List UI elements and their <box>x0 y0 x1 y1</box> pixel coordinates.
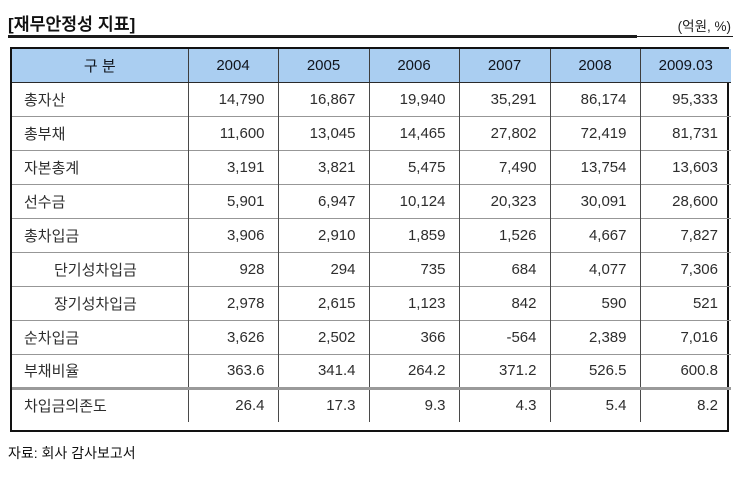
cell-value: 4,667 <box>549 217 640 252</box>
cell-value: 17.3 <box>277 386 369 422</box>
cell-value: 8.2 <box>639 386 731 422</box>
cell-value: 600.8 <box>639 353 731 388</box>
row-label: 장기성차입금 <box>12 285 188 320</box>
cell-value: 72,419 <box>549 115 640 150</box>
cell-value: 13,603 <box>639 149 731 184</box>
cell-value: 27,802 <box>458 115 550 150</box>
cell-value: 28,600 <box>639 183 731 218</box>
cell-value: 3,626 <box>187 319 278 354</box>
cell-value: 13,754 <box>549 149 640 184</box>
financial-stability-table: 구 분 2004 2005 2006 2007 2008 2009.03 총자산 14,790… <box>12 49 731 422</box>
row-label: 총차입금 <box>12 217 188 252</box>
cell-value: 735 <box>368 251 459 286</box>
cell-value: 366 <box>368 319 459 354</box>
financial-table-border: 구 분 2004 2005 2006 2007 2008 2009.03 총자산 14,790… <box>10 47 731 432</box>
cell-value: 19,940 <box>368 82 459 116</box>
cell-value: 9.3 <box>368 386 459 422</box>
cell-value: 5.4 <box>549 386 640 422</box>
table-row: 총부채 11,600 13,045 14,465 27,802 72,419 81,731 <box>12 115 731 150</box>
cell-value: 526.5 <box>549 353 640 388</box>
cell-value: 13,045 <box>277 115 369 150</box>
cell-value: 5,475 <box>368 149 459 184</box>
row-label: 부채비율 <box>12 353 188 388</box>
unit-label: (억원, %) <box>677 19 731 34</box>
page-title: [재무안정성 지표] <box>8 15 136 34</box>
column-header-year: 2008 <box>549 49 640 83</box>
cell-value: 7,490 <box>458 149 550 184</box>
table-row: 총자산 14,790 16,867 19,940 35,291 86,174 95,333 <box>12 82 731 116</box>
cell-value: 14,465 <box>368 115 459 150</box>
cell-value: 521 <box>639 285 731 320</box>
table-row: 순차입금 3,626 2,502 366 -564 2,389 7,016 <box>12 319 731 354</box>
cell-value: 26.4 <box>187 386 278 422</box>
column-header-year: 2004 <box>187 49 278 83</box>
cell-value: 294 <box>277 251 369 286</box>
cell-value: -564 <box>458 319 550 354</box>
row-label: 차입금의존도 <box>12 386 188 422</box>
cell-value: 20,323 <box>458 183 550 218</box>
table-row: 총차입금 3,906 2,910 1,859 1,526 4,667 7,827 <box>12 217 731 252</box>
cell-value: 7,827 <box>639 217 731 252</box>
cell-value: 2,502 <box>277 319 369 354</box>
cell-value: 363.6 <box>187 353 278 388</box>
cell-value: 2,910 <box>277 217 369 252</box>
row-label: 순차입금 <box>12 319 188 354</box>
row-label: 총부채 <box>12 115 188 150</box>
table-row: 장기성차입금 2,978 2,615 1,123 842 590 521 <box>12 285 731 320</box>
title-underline-thin <box>637 35 733 37</box>
cell-value: 2,615 <box>277 285 369 320</box>
cell-value: 3,821 <box>277 149 369 184</box>
column-header-category: 구 분 <box>12 49 188 83</box>
column-header-year: 2009.03 <box>639 49 731 83</box>
table-row: 자본총계 3,191 3,821 5,475 7,490 13,754 13,603 <box>12 149 731 184</box>
cell-value: 2,389 <box>549 319 640 354</box>
row-label: 총자산 <box>24 91 66 109</box>
table-row: 차입금의존도 26.4 17.3 9.3 4.3 5.4 8.2 <box>12 386 731 422</box>
cell-value: 842 <box>458 285 550 320</box>
cell-value: 3,191 <box>187 149 278 184</box>
table-row: 단기성차입금 928 294 735 684 4,077 7,306 <box>12 251 731 286</box>
column-header-year: 2005 <box>277 49 369 83</box>
table-header-row: 구 분 2004 2005 2006 2007 2008 2009.03 <box>12 49 731 83</box>
cell-value: 1,859 <box>368 217 459 252</box>
cell-value: 6,947 <box>277 183 369 218</box>
column-header-year: 2006 <box>368 49 459 83</box>
cell-value: 1,123 <box>368 285 459 320</box>
cell-value: 3,906 <box>187 217 278 252</box>
row-label: 선수금 <box>12 183 188 218</box>
cell-value: 264.2 <box>368 353 459 388</box>
cell-value: 86,174 <box>549 82 640 116</box>
cell-value: 4,077 <box>549 251 640 286</box>
row-label: 자본총계 <box>12 149 188 184</box>
table-row: 선수금 5,901 6,947 10,124 20,323 30,091 28,600 <box>12 183 731 218</box>
cell-value: 1,526 <box>458 217 550 252</box>
cell-value: 4.3 <box>458 386 550 422</box>
cell-value: 2,978 <box>187 285 278 320</box>
cell-value: 81,731 <box>639 115 731 150</box>
row-label: 단기성차입금 <box>12 251 188 286</box>
column-header-year: 2007 <box>458 49 550 83</box>
cell-value: 7,306 <box>639 251 731 286</box>
cell-value: 928 <box>187 251 278 286</box>
cell-value: 590 <box>549 285 640 320</box>
cell-value: 30,091 <box>549 183 640 218</box>
title-underline-thick <box>8 35 637 38</box>
cell-value: 16,867 <box>277 82 369 116</box>
cell-value: 35,291 <box>458 82 550 116</box>
table-row: 부채비율 363.6 341.4 264.2 371.2 526.5 600.8 <box>12 353 731 388</box>
source-note: 자료: 회사 감사보고서 <box>8 445 136 461</box>
cell-value: 684 <box>458 251 550 286</box>
cell-value: 11,600 <box>187 115 278 150</box>
cell-value: 14,790 <box>187 82 278 116</box>
title-band: [재무안정성 지표] (억원, %) <box>8 4 733 38</box>
cell-value: 5,901 <box>187 183 278 218</box>
cell-value: 371.2 <box>458 353 550 388</box>
cell-value: 341.4 <box>277 353 369 388</box>
cell-value: 10,124 <box>368 183 459 218</box>
cell-value: 7,016 <box>639 319 731 354</box>
cell-value: 95,333 <box>639 82 731 116</box>
